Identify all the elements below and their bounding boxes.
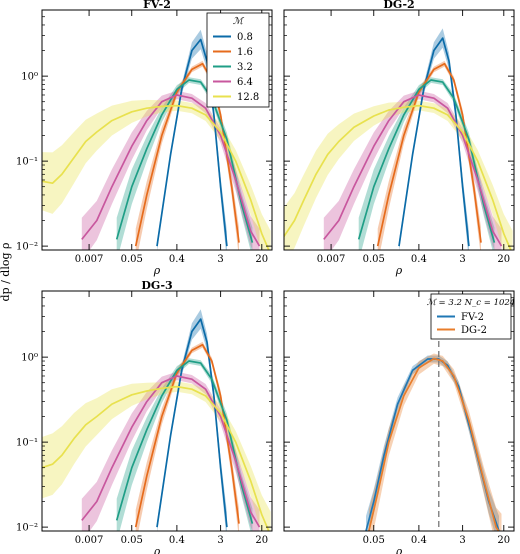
x-tick-label: 0.4 — [169, 254, 185, 265]
panel-title: FV-2 — [143, 0, 171, 11]
series-line-6-4 — [81, 94, 261, 247]
y-tick-label: 10⁻² — [16, 242, 38, 253]
series-line-fv-2 — [365, 358, 500, 531]
band-dg-2 — [368, 353, 502, 531]
series-line-0-8 — [398, 37, 470, 247]
plot-area — [42, 309, 271, 531]
legend: ℳ = 3.2 N_c = 1024 FV-2 DG-2 — [427, 293, 515, 340]
series-line-12-8 — [42, 104, 270, 250]
legend-title: ℳ — [233, 16, 245, 27]
x-tick-label: 20 — [255, 254, 268, 265]
band-12-8 — [42, 381, 271, 531]
plot-frame — [283, 290, 515, 532]
band-1-6 — [135, 341, 239, 531]
legend: ℳ 0.8 1.6 3.2 6.4 12.8 — [206, 12, 270, 108]
y-tick-label: 10⁻¹ — [16, 157, 38, 168]
x-axis-label: ρ — [395, 545, 403, 554]
series-line-3-2 — [357, 79, 496, 243]
x-tick-label: 0.007 — [75, 254, 104, 265]
y-tick-label: 10⁰ — [21, 72, 38, 83]
band-12-8 — [284, 100, 513, 250]
x-tick-label: 20 — [497, 535, 510, 546]
x-tick-label: 0.007 — [317, 254, 346, 265]
series-line-0-8 — [156, 318, 228, 528]
band-3-2 — [116, 358, 253, 531]
legend-label-0-8: 0.8 — [237, 32, 253, 43]
panel-4: 0.05 0.4 3 20 ρ ℳ = 3.2 N_c = 1024 FV-2 DG-2 — [283, 290, 515, 554]
x-tick-label: 20 — [497, 254, 510, 265]
legend-label-12-8: 12.8 — [237, 92, 259, 103]
legend-label-dg-2: DG-2 — [461, 325, 487, 336]
legend-title: ℳ = 3.2 N_c = 1024 — [427, 298, 515, 308]
x-tick-label: 3 — [459, 535, 465, 546]
panel-title: DG-2 — [383, 0, 414, 11]
legend-label-6-4: 6.4 — [237, 77, 253, 88]
plot-frame — [41, 290, 273, 532]
x-tick-label: 0.05 — [363, 254, 385, 265]
band-1-6 — [377, 60, 481, 250]
legend-label-1-6: 1.6 — [237, 47, 253, 58]
x-axis-label: ρ — [153, 545, 161, 554]
band-3-2 — [358, 77, 495, 250]
legend-label-3-2: 3.2 — [237, 62, 253, 73]
x-axis-label: ρ — [395, 264, 403, 277]
plot-frame — [41, 9, 273, 251]
panel-title: DG-3 — [141, 279, 172, 292]
y-tick-label: 10⁻² — [16, 523, 38, 534]
y-tick-label: 10⁰ — [21, 353, 38, 364]
x-tick-label: 3 — [459, 254, 465, 265]
series-line-12-8 — [284, 104, 512, 250]
band-3-2 — [116, 77, 253, 250]
band-12-8 — [42, 99, 271, 250]
legend-label-fv-2: FV-2 — [461, 312, 484, 323]
x-tick-label: 0.007 — [75, 535, 104, 546]
panel-3: 10⁻² 10⁻¹ 10⁰ 0.007 0.05 0.4 3 20 ρ DG-3 — [16, 279, 273, 554]
x-tick-label: 3 — [217, 254, 223, 265]
panel-1: 10⁻² 10⁻¹ 10⁰ 0.007 0.05 0.4 3 20 ρ FV-2 ℳ 0.8 1.6 3.… — [16, 0, 273, 277]
x-tick-label: 20 — [255, 535, 268, 546]
series-line-6-4 — [81, 375, 261, 528]
series-line-6-4 — [323, 94, 503, 247]
x-tick-label: 0.4 — [411, 535, 427, 546]
series-line-3-2 — [115, 79, 254, 243]
x-tick-label: 0.05 — [121, 254, 143, 265]
series-line-12-8 — [42, 385, 270, 531]
x-tick-label: 0.4 — [411, 254, 427, 265]
x-tick-label: 3 — [217, 535, 223, 546]
y-tick-label: 10⁻¹ — [16, 438, 38, 449]
x-tick-label: 0.4 — [169, 535, 185, 546]
plot-area — [284, 28, 513, 250]
panel-2: 0.007 0.05 0.4 3 20 ρ DG-2 — [283, 0, 515, 277]
series-line-0-8 — [156, 38, 228, 247]
plot-frame — [283, 9, 515, 251]
x-tick-label: 0.05 — [121, 535, 143, 546]
figure-ylabel: dp / dlog ρ — [0, 243, 12, 302]
series-line-3-2 — [115, 360, 254, 524]
series-line-dg-2 — [368, 357, 500, 531]
x-tick-label: 0.05 — [363, 535, 385, 546]
legend-box — [206, 12, 270, 108]
x-axis-label: ρ — [153, 264, 161, 277]
